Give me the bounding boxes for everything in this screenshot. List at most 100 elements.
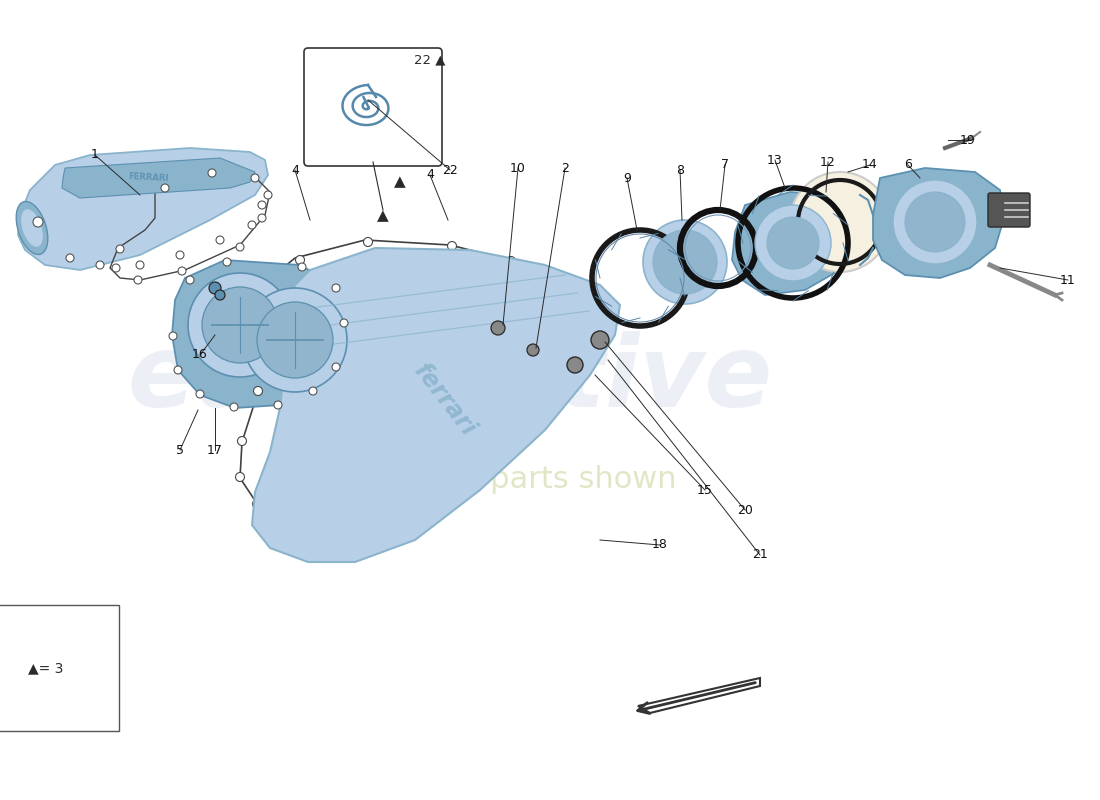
Circle shape [236, 243, 244, 251]
Circle shape [332, 284, 340, 292]
Circle shape [340, 319, 348, 327]
Circle shape [258, 201, 266, 209]
Circle shape [591, 331, 609, 349]
Text: 22 ▲: 22 ▲ [415, 54, 446, 66]
Circle shape [253, 386, 263, 395]
Circle shape [274, 401, 282, 409]
Circle shape [905, 192, 965, 252]
Circle shape [893, 180, 977, 264]
Circle shape [566, 357, 583, 373]
Circle shape [251, 174, 258, 182]
Circle shape [484, 378, 493, 387]
Circle shape [332, 363, 340, 371]
Circle shape [186, 276, 194, 284]
Circle shape [336, 510, 344, 519]
Circle shape [517, 283, 527, 293]
Circle shape [755, 205, 830, 281]
Text: euromotive: euromotive [128, 331, 772, 429]
Circle shape [264, 191, 272, 199]
Polygon shape [638, 678, 760, 713]
Text: 20: 20 [737, 503, 752, 517]
Text: FERRARI: FERRARI [128, 173, 168, 183]
Circle shape [196, 390, 204, 398]
Text: 16: 16 [192, 349, 208, 362]
Polygon shape [252, 248, 620, 562]
Text: 8: 8 [676, 163, 684, 177]
Circle shape [116, 245, 124, 253]
Text: ▲= 3: ▲= 3 [28, 661, 64, 675]
Text: 7: 7 [720, 158, 729, 171]
Text: ▲: ▲ [394, 174, 406, 190]
Circle shape [767, 217, 820, 269]
Circle shape [134, 276, 142, 284]
Circle shape [790, 172, 890, 272]
Ellipse shape [21, 209, 43, 247]
Circle shape [261, 339, 270, 349]
Circle shape [248, 221, 256, 229]
Text: 11: 11 [1060, 274, 1076, 286]
Circle shape [448, 242, 456, 250]
Text: 10: 10 [510, 162, 526, 174]
Circle shape [235, 473, 244, 482]
Circle shape [214, 290, 225, 300]
Circle shape [169, 332, 177, 340]
Text: 9: 9 [623, 171, 631, 185]
Polygon shape [18, 148, 268, 270]
Circle shape [243, 288, 346, 392]
Text: 17: 17 [207, 443, 223, 457]
Circle shape [161, 184, 169, 192]
Circle shape [112, 264, 120, 272]
Circle shape [136, 261, 144, 269]
Circle shape [238, 437, 246, 446]
Circle shape [66, 254, 74, 262]
Circle shape [644, 220, 727, 304]
Circle shape [174, 366, 182, 374]
Circle shape [508, 329, 517, 338]
Circle shape [209, 282, 221, 294]
Circle shape [202, 287, 278, 363]
Ellipse shape [16, 202, 47, 254]
Circle shape [188, 273, 292, 377]
Text: 14: 14 [862, 158, 878, 171]
Polygon shape [62, 158, 255, 198]
Text: 13: 13 [767, 154, 783, 166]
Text: 2: 2 [561, 162, 569, 174]
Text: 4: 4 [292, 163, 299, 177]
Circle shape [506, 257, 516, 266]
Text: 6: 6 [904, 158, 912, 171]
Circle shape [527, 344, 539, 356]
FancyBboxPatch shape [304, 48, 442, 166]
Circle shape [363, 238, 373, 246]
Circle shape [230, 403, 238, 411]
Polygon shape [172, 260, 345, 408]
Text: ferrari: ferrari [409, 359, 481, 441]
FancyBboxPatch shape [988, 193, 1030, 227]
Circle shape [176, 251, 184, 259]
Text: 5: 5 [176, 443, 184, 457]
Text: 4: 4 [426, 169, 433, 182]
Circle shape [96, 261, 104, 269]
Circle shape [296, 255, 305, 265]
Circle shape [443, 438, 452, 446]
Text: 1: 1 [91, 149, 99, 162]
Circle shape [208, 169, 216, 177]
Circle shape [387, 486, 396, 495]
Circle shape [258, 214, 266, 222]
Text: 21: 21 [752, 549, 768, 562]
Circle shape [33, 217, 43, 227]
Circle shape [298, 263, 306, 271]
Circle shape [309, 387, 317, 395]
Circle shape [253, 499, 262, 509]
Circle shape [216, 236, 224, 244]
Text: a passion for parts shown: a passion for parts shown [284, 466, 676, 494]
Polygon shape [732, 192, 860, 295]
Text: 19: 19 [960, 134, 976, 146]
Polygon shape [873, 168, 1005, 278]
Circle shape [653, 230, 717, 294]
Text: 18: 18 [652, 538, 668, 551]
Circle shape [223, 258, 231, 266]
Circle shape [289, 514, 298, 522]
Circle shape [491, 321, 505, 335]
Circle shape [257, 302, 333, 378]
Circle shape [178, 267, 186, 275]
